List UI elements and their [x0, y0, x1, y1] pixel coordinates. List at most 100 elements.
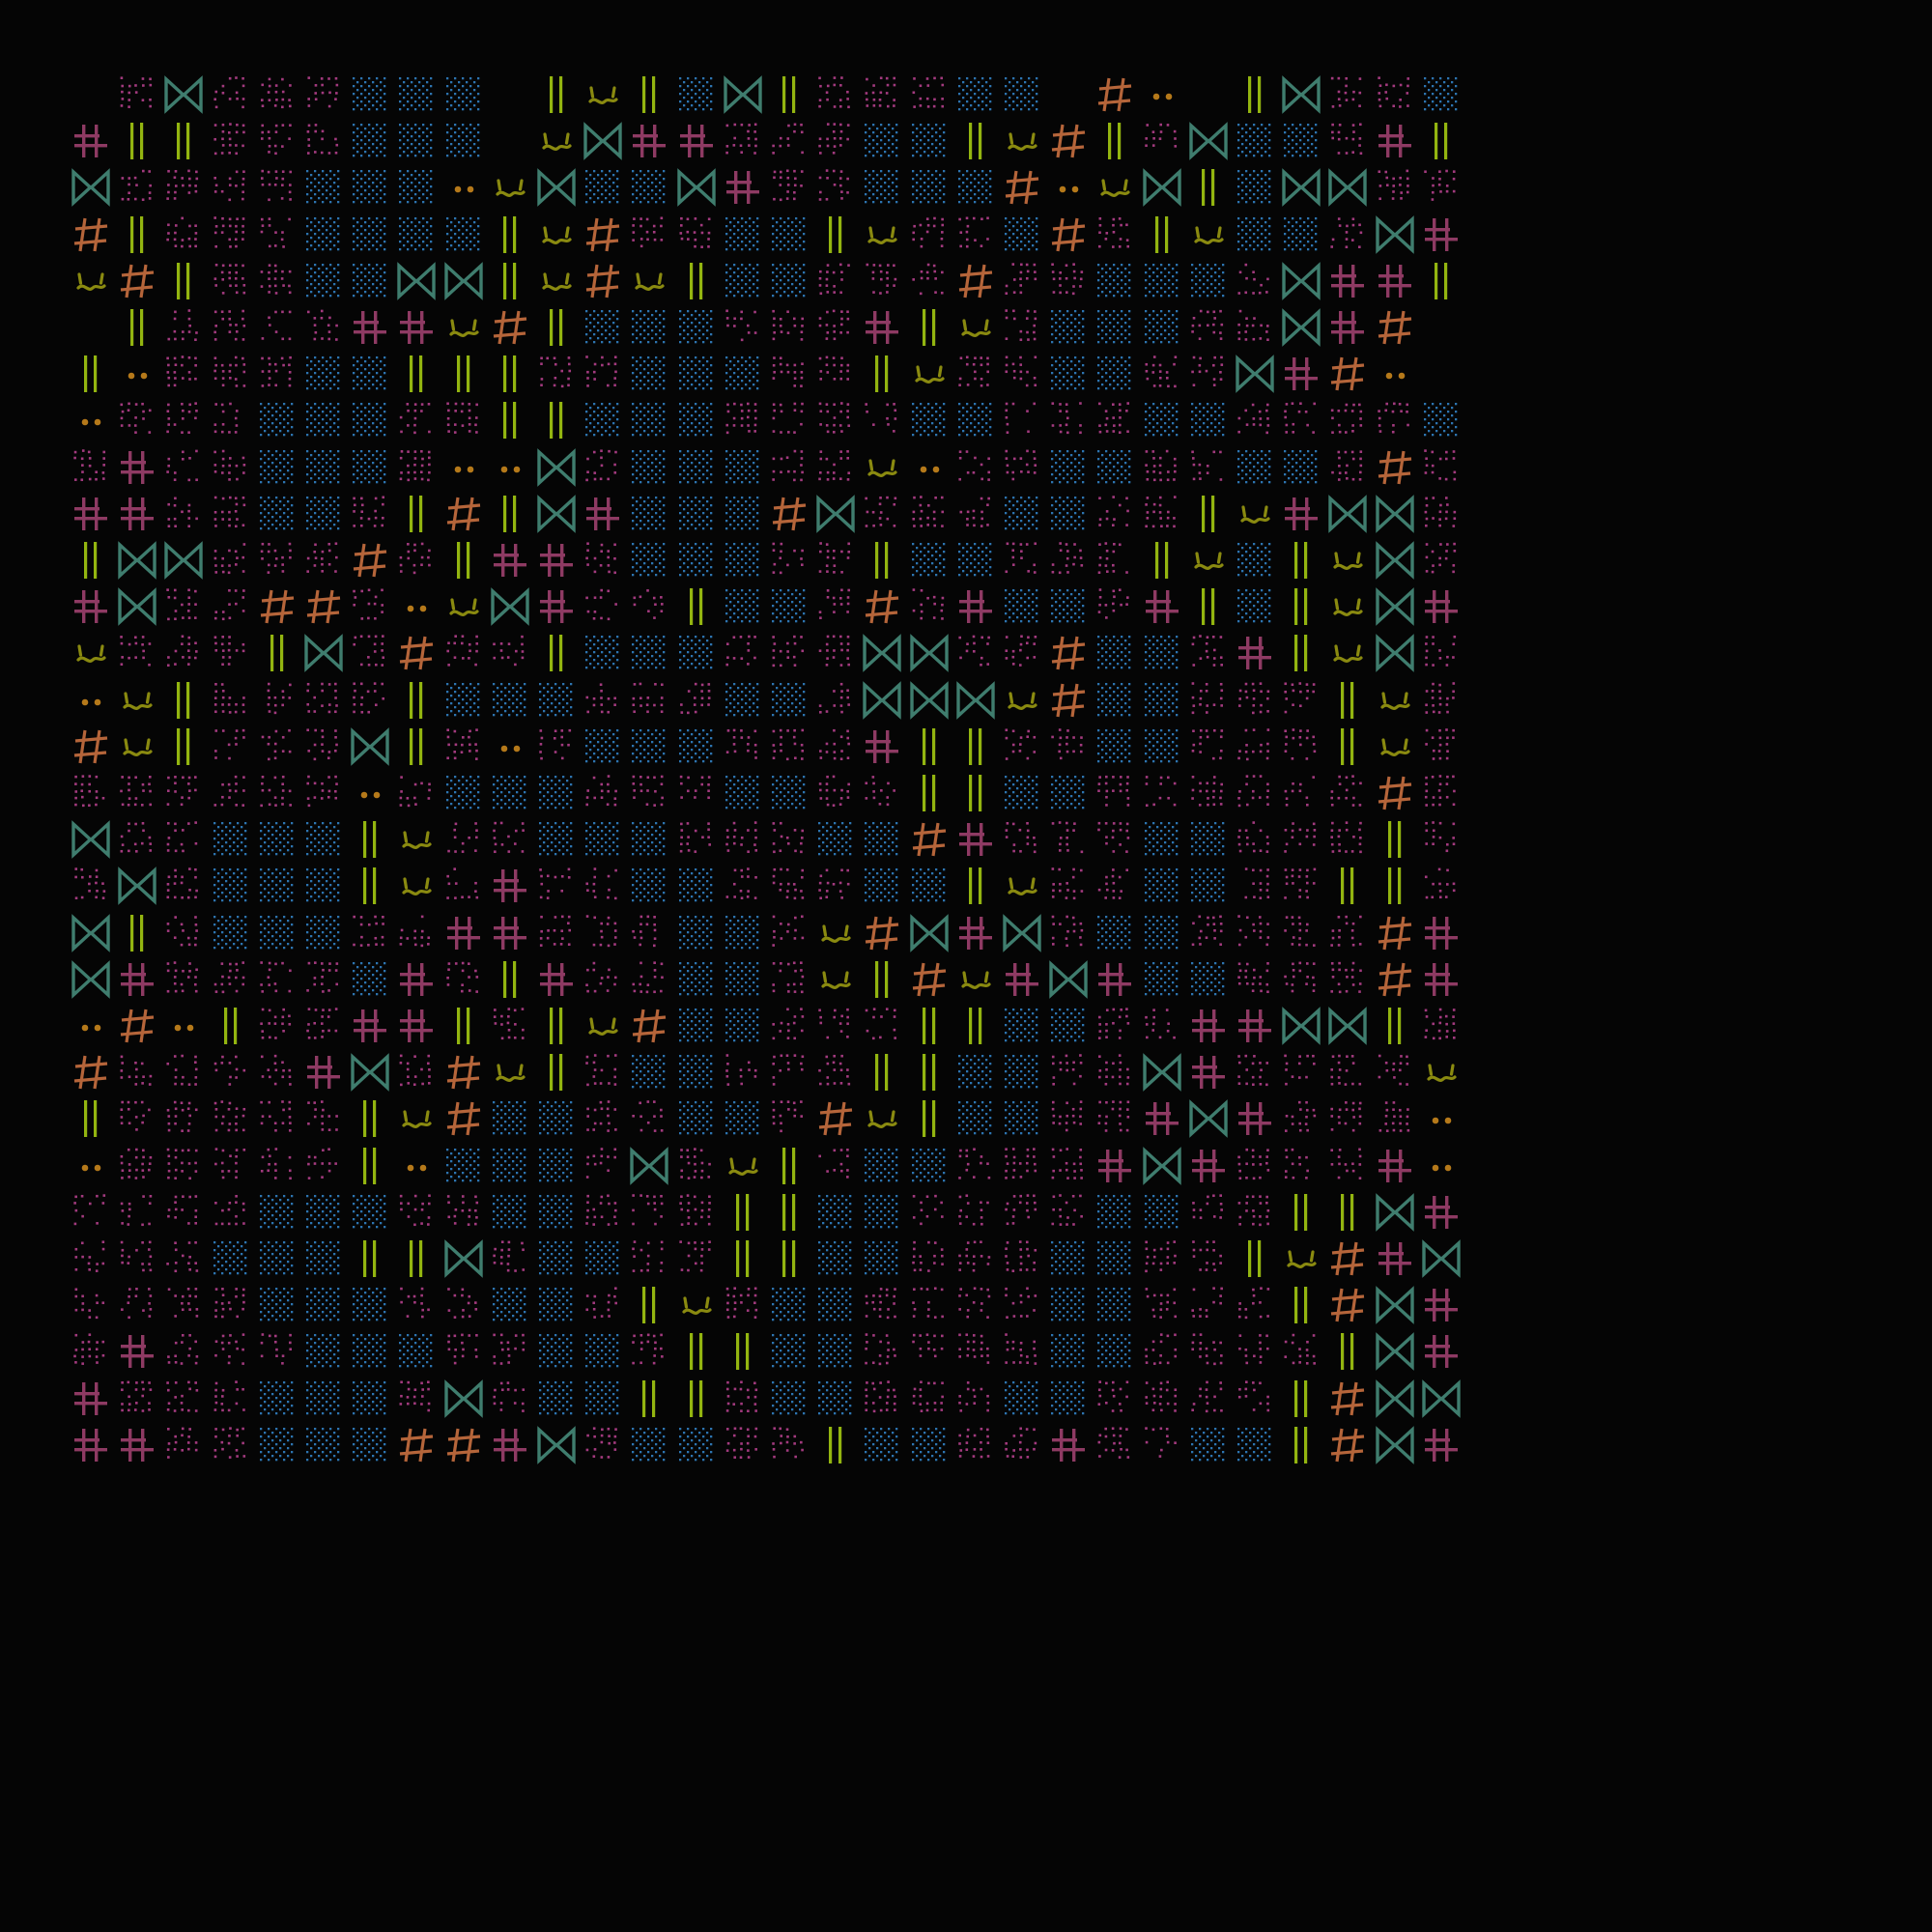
glyph-cell-dot-pair: [1422, 1099, 1461, 1138]
glyph-cell-sparse-dot-block: [1328, 1053, 1367, 1092]
glyph-cell-offset-cross: [1143, 1099, 1181, 1138]
glyph-cell-sparse-dot-block: [444, 634, 483, 672]
glyph-cell-dense-dot-block: [770, 1379, 809, 1418]
glyph-cell-sparse-dot-block: [212, 215, 250, 254]
glyph-cell-sparse-dot-block: [71, 1286, 110, 1324]
glyph-cell-bowtie: [1422, 1239, 1461, 1278]
glyph-cell-sparse-dot-block: [1189, 448, 1228, 487]
glyph-cell-sparse-dot-block: [1095, 1099, 1134, 1138]
glyph-cell-sparse-dot-block: [1282, 820, 1321, 859]
glyph-cell-dense-dot-block: [677, 495, 716, 533]
glyph-cell-dense-dot-block: [1095, 681, 1134, 720]
glyph-cell-sparse-dot-block: [351, 634, 389, 672]
glyph-cell-sparse-dot-block: [164, 308, 203, 347]
glyph-cell-dense-dot-block: [677, 1007, 716, 1045]
glyph-cell-sparse-dot-block: [770, 401, 809, 440]
glyph-cell-sparse-dot-block: [1095, 1379, 1134, 1418]
glyph-cell-sparse-dot-block: [816, 634, 855, 672]
glyph-cell-dense-dot-block: [351, 122, 389, 160]
glyph-cell-sparse-dot-block: [863, 262, 901, 300]
glyph-cell-double-bar: [491, 355, 529, 393]
glyph-cell-offset-cross: [1422, 960, 1461, 999]
glyph-cell-dense-dot-block: [910, 401, 949, 440]
glyph-cell-dense-dot-block: [910, 168, 949, 207]
glyph-cell-dense-dot-block: [677, 541, 716, 580]
glyph-cell-bowtie: [71, 913, 110, 952]
glyph-cell-sparse-dot-block: [910, 1332, 949, 1371]
glyph-cell-double-bar: [71, 541, 110, 580]
glyph-cell-tilde-quote: [816, 914, 855, 952]
glyph-cell-sparse-dot-block: [212, 1286, 250, 1324]
glyph-cell-sparse-dot-block: [1282, 867, 1321, 905]
glyph-cell-sparse-dot-block: [910, 1379, 949, 1418]
glyph-cell-sparse-dot-block: [583, 1099, 622, 1138]
glyph-cell-sparse-dot-block: [816, 1147, 855, 1185]
glyph-cell-sparse-dot-block: [258, 1099, 297, 1138]
glyph-cell-sparse-dot-block: [863, 1286, 901, 1324]
glyph-cell-sparse-dot-block: [1236, 1332, 1274, 1371]
glyph-cell-sparse-dot-block: [1095, 587, 1134, 626]
glyph-cell-dense-dot-block: [1095, 1239, 1134, 1278]
glyph-cell-double-bar: [630, 1286, 668, 1324]
glyph-cell-tilde-quote: [1189, 215, 1228, 254]
glyph-cell-sparse-dot-block: [677, 774, 716, 812]
glyph-cell-sparse-dot-block: [1282, 1099, 1321, 1138]
glyph-cell-sparse-dot-block: [444, 1193, 483, 1232]
glyph-cell-tilde-quote: [1376, 681, 1414, 720]
glyph-cell-dense-dot-block: [1003, 1379, 1041, 1418]
glyph-cell-offset-cross: [1376, 262, 1414, 300]
glyph-cell-sparse-dot-block: [816, 262, 855, 300]
glyph-cell-sparse-dot-block: [118, 1239, 156, 1278]
glyph-cell-sparse-dot-block: [118, 75, 156, 114]
glyph-cell-double-bar: [1282, 1286, 1321, 1324]
glyph-cell-sparse-dot-block: [1422, 1007, 1461, 1045]
glyph-cell-dense-dot-block: [304, 820, 343, 859]
glyph-cell-dense-dot-block: [630, 727, 668, 766]
glyph-cell-hash: [863, 587, 901, 626]
glyph-cell-dense-dot-block: [258, 1426, 297, 1464]
glyph-cell-sparse-dot-block: [816, 401, 855, 440]
glyph-cell-dense-dot-block: [910, 122, 949, 160]
glyph-cell-sparse-dot-block: [1003, 262, 1041, 300]
glyph-cell-bowtie: [443, 261, 483, 300]
glyph-cell-double-bar: [677, 1332, 716, 1371]
glyph-cell-dense-dot-block: [724, 215, 762, 254]
glyph-cell-dense-dot-block: [724, 355, 762, 393]
glyph-cell-sparse-dot-block: [118, 1286, 156, 1324]
glyph-cell-tilde-quote: [397, 1099, 436, 1138]
glyph-cell-double-bar: [1328, 681, 1367, 720]
glyph-cell-sparse-dot-block: [1095, 1007, 1134, 1045]
glyph-cell-dense-dot-block: [537, 1239, 576, 1278]
glyph-cell-dot-pair: [444, 448, 483, 487]
glyph-cell-sparse-dot-block: [1003, 634, 1041, 672]
glyph-cell-tilde-quote: [1189, 541, 1228, 580]
glyph-cell-sparse-dot-block: [863, 495, 901, 533]
glyph-cell-bowtie: [537, 494, 576, 533]
glyph-cell-sparse-dot-block: [1422, 867, 1461, 905]
glyph-cell-sparse-dot-block: [770, 168, 809, 207]
glyph-cell-double-bar: [863, 960, 901, 999]
glyph-cell-sparse-dot-block: [724, 634, 762, 672]
glyph-cell-hash: [71, 727, 110, 766]
glyph-cell-bowtie: [956, 680, 995, 720]
glyph-cell-bowtie: [1049, 959, 1088, 999]
glyph-cell-sparse-dot-block: [164, 914, 203, 952]
glyph-cell-double-bar: [164, 727, 203, 766]
glyph-cell-sparse-dot-block: [397, 1379, 436, 1418]
glyph-cell-sparse-dot-block: [956, 1379, 995, 1418]
glyph-cell-offset-cross: [1143, 587, 1181, 626]
glyph-cell-hash: [258, 587, 297, 626]
glyph-cell-dense-dot-block: [1003, 1007, 1041, 1045]
glyph-cell-sparse-dot-block: [1422, 820, 1461, 859]
glyph-cell-sparse-dot-block: [164, 1193, 203, 1232]
glyph-cell-sparse-dot-block: [1282, 727, 1321, 766]
glyph-cell-sparse-dot-block: [397, 541, 436, 580]
glyph-cell-dense-dot-block: [1236, 168, 1274, 207]
glyph-cell-double-bar: [863, 541, 901, 580]
glyph-cell-sparse-dot-block: [212, 262, 250, 300]
glyph-cell-dense-dot-block: [304, 1379, 343, 1418]
glyph-cell-hash: [397, 1426, 436, 1464]
glyph-cell-sparse-dot-block: [630, 774, 668, 812]
glyph-cell-offset-cross: [1236, 1007, 1274, 1045]
glyph-cell-dense-dot-block: [630, 634, 668, 672]
